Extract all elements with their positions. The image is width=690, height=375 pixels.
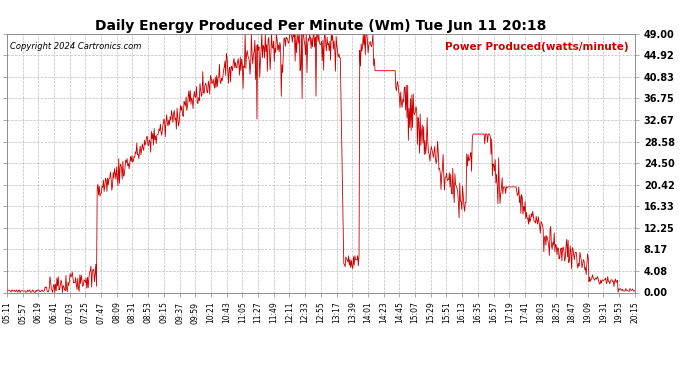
Text: Power Produced(watts/minute): Power Produced(watts/minute) <box>445 42 629 51</box>
Title: Daily Energy Produced Per Minute (Wm) Tue Jun 11 20:18: Daily Energy Produced Per Minute (Wm) Tu… <box>95 19 546 33</box>
Text: Copyright 2024 Cartronics.com: Copyright 2024 Cartronics.com <box>10 42 141 51</box>
